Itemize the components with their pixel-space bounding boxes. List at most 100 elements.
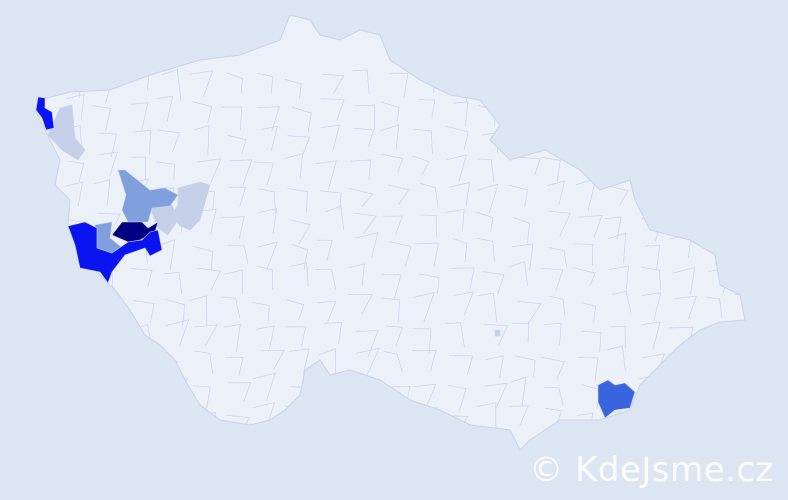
district-border: [485, 382, 508, 408]
district-border: [450, 267, 475, 289]
district-border: [355, 104, 375, 130]
district-border: [546, 129, 562, 154]
district-border: [412, 128, 433, 155]
watermark: © KdeJsme.cz: [529, 450, 774, 490]
district-border: [581, 302, 597, 322]
district-border: [668, 69, 689, 90]
district-border: [412, 350, 437, 372]
district-border: [732, 410, 745, 433]
district-border: [733, 378, 745, 405]
district-border: [575, 97, 591, 121]
district-border: [94, 179, 111, 206]
district-border: [668, 354, 692, 376]
district-border: [671, 99, 694, 124]
district-border: [543, 322, 562, 346]
district-border: [509, 405, 529, 426]
district-border: [675, 155, 694, 181]
district-border: [453, 291, 474, 316]
district-border: [197, 267, 221, 291]
district-border: [320, 98, 345, 121]
district-border: [384, 325, 404, 347]
district-border: [131, 102, 149, 130]
district-border: [417, 273, 440, 294]
district-border: [382, 215, 403, 235]
district-border: [319, 190, 342, 209]
district-border: [540, 96, 561, 122]
district-border: [446, 154, 467, 182]
district-border: [641, 292, 662, 322]
district-border: [227, 382, 252, 402]
district-border: [157, 129, 180, 153]
district-border: [99, 132, 118, 157]
district-border: [348, 294, 373, 315]
district-border: [476, 158, 495, 183]
district-border: [93, 383, 111, 403]
district-border: [66, 93, 85, 121]
district-border: [223, 269, 244, 295]
region-level-1: [494, 329, 501, 337]
district-border: [517, 156, 541, 176]
district-border: [131, 156, 147, 180]
district-border: [509, 376, 527, 406]
district-border: [380, 101, 400, 121]
district-border: [221, 106, 243, 131]
district-border: [164, 378, 189, 404]
district-border: [419, 214, 437, 238]
district-border: [641, 321, 661, 350]
region-level-1: [171, 181, 211, 231]
district-border: [316, 239, 333, 262]
district-border: [732, 212, 745, 236]
district-border: [645, 245, 661, 269]
district-border: [192, 385, 211, 410]
district-border: [445, 125, 469, 151]
country-outline: [34, 14, 746, 451]
district-border: [543, 387, 564, 406]
district-border: [675, 411, 699, 439]
district-border: [577, 357, 599, 382]
district-border: [192, 101, 213, 124]
district-border: [128, 383, 147, 404]
district-border: [606, 345, 626, 372]
district-border: [229, 159, 253, 186]
district-border: [607, 185, 629, 206]
district-border: [93, 320, 108, 351]
district-border: [733, 355, 745, 384]
district-border: [221, 296, 241, 319]
district-border: [541, 267, 564, 291]
district-border: [64, 181, 83, 207]
district-border: [573, 243, 594, 266]
district-border: [413, 328, 432, 354]
district-border: [317, 300, 337, 323]
region-level-1: [47, 104, 86, 161]
district-border: [547, 180, 566, 206]
district-border: [448, 182, 470, 207]
district-border: [315, 160, 337, 190]
district-border: [325, 378, 346, 399]
region-level-4: [35, 96, 55, 131]
district-border: [446, 209, 465, 232]
district-border: [707, 351, 729, 374]
district-border: [350, 159, 372, 181]
district-border: [285, 326, 307, 347]
district-border: [604, 124, 621, 151]
district-border: [258, 208, 278, 234]
district-border: [285, 405, 308, 427]
district-border: [516, 98, 536, 123]
district-border: [572, 128, 592, 155]
district-border: [483, 70, 504, 98]
district-border: [220, 216, 245, 240]
district-border: [288, 219, 311, 245]
district-border: [320, 124, 340, 150]
district-border: [316, 269, 337, 290]
district-border: [482, 271, 505, 294]
district-border: [413, 291, 435, 323]
district-border: [509, 184, 528, 208]
region-level-3: [597, 379, 636, 419]
district-border: [227, 134, 247, 155]
district-border: [161, 69, 182, 101]
district-border: [608, 265, 629, 296]
district-border: [419, 407, 438, 434]
district-border: [578, 215, 603, 238]
district-border: [740, 238, 745, 269]
